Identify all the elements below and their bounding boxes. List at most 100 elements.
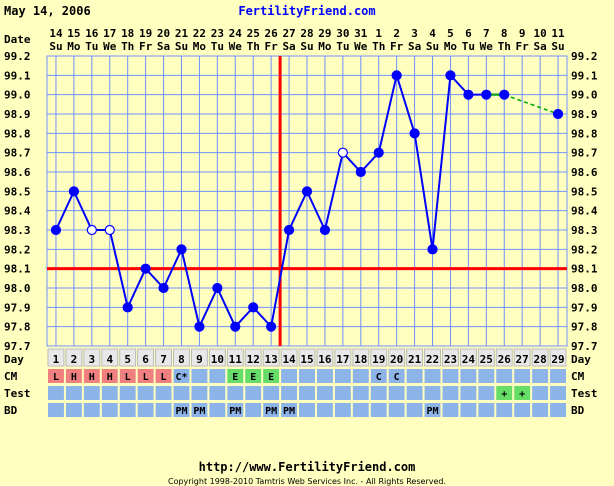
cm-row-value: H [89, 372, 95, 383]
day-row-value: 10 [211, 353, 224, 366]
day-row-value: 28 [533, 353, 546, 366]
temperature-point [283, 224, 295, 236]
temperature-point [463, 89, 474, 100]
weekday-label: Mo [318, 40, 332, 53]
day-row-cell [47, 348, 65, 367]
bd-row-cell [191, 403, 208, 417]
cm-row-cell [550, 369, 566, 383]
cm-row-cell [442, 369, 459, 383]
weekday-label: Fr [265, 40, 279, 53]
temperature-line [55, 71, 505, 330]
test-row-cell [496, 386, 513, 400]
weekday-label: Sa [533, 40, 546, 53]
day-row-value: 2 [71, 353, 78, 366]
day-row-value: 25 [480, 353, 493, 366]
date-day-label: 22 [193, 27, 206, 40]
cm-row-label-left: CM [4, 370, 18, 383]
y-tick-label-right: 98.7 [571, 147, 598, 160]
predicted-line [503, 93, 559, 115]
weekday-label: We [480, 40, 494, 53]
day-row-cell [424, 348, 441, 367]
bd-row-cell [514, 403, 531, 417]
bd-row-cell [101, 403, 118, 417]
y-tick-label-right: 98.0 [571, 282, 598, 295]
cm-row-cell [316, 369, 333, 383]
bd-row-cell [352, 403, 369, 417]
y-tick-label-left: 98.9 [4, 108, 31, 121]
date-day-label: 15 [67, 27, 80, 40]
day-row-cell [137, 348, 155, 367]
test-row-value: + [519, 389, 525, 400]
test-row-cell [227, 386, 244, 400]
y-tick-label-left: 97.9 [4, 301, 31, 314]
cm-row-value: C [394, 372, 400, 383]
bd-row-cell [65, 403, 82, 417]
temperature-point [176, 244, 187, 255]
cm-row-value: L [161, 372, 167, 383]
day-row-cell [531, 348, 549, 367]
bd-row-value: PM [229, 406, 241, 417]
cm-row-value: H [107, 372, 113, 383]
test-row-cell [532, 386, 549, 400]
day-row-cell [298, 348, 316, 367]
temperature-point [337, 147, 348, 158]
y-tick-label-right: 99.1 [571, 69, 598, 82]
cm-row-cell [119, 369, 136, 383]
weekday-label: Th [498, 40, 511, 53]
y-tick-label-right: 98.1 [571, 263, 598, 276]
temperature-point [248, 302, 259, 313]
y-tick-label-left: 99.1 [4, 69, 31, 82]
y-tick-label-left: 98.4 [4, 205, 31, 218]
day-row-value: 15 [300, 353, 313, 366]
cm-row-cell [532, 369, 549, 383]
test-row-cell [514, 386, 531, 400]
day-row-value: 12 [247, 353, 260, 366]
day-row-value: 23 [444, 353, 457, 366]
cm-row-cell [334, 369, 351, 383]
y-tick-label-right: 97.7 [571, 340, 598, 353]
test-row-cell [155, 386, 172, 400]
bd-row-cell [550, 403, 566, 417]
test-row-cell [316, 386, 333, 400]
cm-row-cell [514, 369, 531, 383]
date-day-label: 18 [121, 27, 134, 40]
cm-row-value: L [125, 372, 131, 383]
site-url-footer[interactable]: http://www.FertilityFriend.com [199, 460, 416, 474]
weekday-label: Su [300, 40, 313, 53]
temperature-point [104, 224, 115, 236]
y-tick-label-right: 98.6 [571, 166, 598, 179]
test-row-cell [101, 386, 118, 400]
site-title[interactable]: FertilityFriend.com [238, 4, 375, 18]
date-day-label: 19 [139, 27, 152, 40]
test-row-cell [478, 386, 495, 400]
day-row-value: 27 [516, 353, 529, 366]
day-row-cell [406, 348, 424, 367]
test-row-cell [263, 386, 280, 400]
day-row-value: 29 [551, 353, 564, 366]
temperature-point [373, 147, 384, 158]
bd-row-cell [83, 403, 100, 417]
cm-row-cell [406, 369, 423, 383]
day-row-cell [495, 348, 513, 367]
temperature-point [230, 321, 241, 332]
bd-row-cell [460, 403, 477, 417]
day-row-cell [101, 348, 119, 367]
date-day-label: 16 [85, 27, 99, 40]
date-day-label: 28 [300, 27, 313, 40]
bd-row-cell [478, 403, 495, 417]
weekday-label: Mo [444, 40, 458, 53]
test-row-value: + [501, 389, 507, 400]
date-day-label: 17 [103, 27, 116, 40]
day-row-cell [83, 348, 101, 367]
weekday-label: We [103, 40, 117, 53]
temperature-point [68, 186, 79, 197]
y-tick-label-left: 98.3 [4, 224, 31, 237]
day-row-value: 5 [124, 353, 131, 366]
y-tick-label-left: 98.5 [4, 185, 31, 198]
day-row-cell [316, 348, 334, 367]
day-row-cell [208, 348, 226, 367]
temperature-point [86, 224, 97, 236]
test-row-cell [388, 386, 405, 400]
bd-row-cell [155, 403, 172, 417]
